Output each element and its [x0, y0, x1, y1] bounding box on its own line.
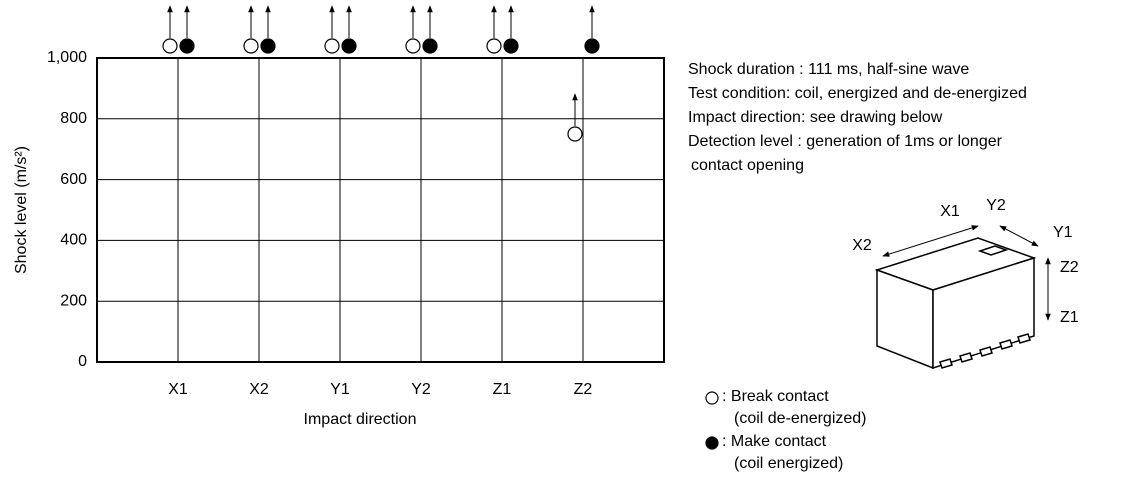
- y-tick-label: 200: [60, 292, 87, 309]
- diagram-label: X1: [940, 203, 960, 220]
- data-point: [503, 38, 519, 54]
- legend-marker: [705, 391, 719, 405]
- data-point: [324, 38, 340, 54]
- data-point: [243, 38, 259, 54]
- data-point: [422, 38, 438, 54]
- x-tick-label: Y1: [330, 381, 350, 398]
- data-point: [179, 38, 195, 54]
- note: Test condition: coil, energized and de-e…: [688, 85, 1027, 102]
- legend-label: : Make contact: [722, 433, 827, 450]
- y-tick-label: 400: [60, 232, 87, 249]
- data-point: [567, 126, 583, 142]
- diagram-label: Z2: [1060, 259, 1079, 276]
- x-tick-label: Y2: [411, 381, 431, 398]
- x-tick-label: X2: [249, 381, 269, 398]
- orientation-diagram: [874, 225, 1051, 370]
- y-axis-label: Shock level (m/s²): [13, 146, 30, 274]
- diagram-label: Y1: [1053, 224, 1073, 241]
- note: Impact direction: see drawing below: [688, 109, 943, 126]
- diagram-label: Z1: [1060, 309, 1079, 326]
- x-axis-label: Impact direction: [304, 411, 417, 428]
- diagram-label: Y2: [986, 197, 1006, 214]
- data-point: [260, 38, 276, 54]
- y-tick-label: 0: [78, 353, 87, 370]
- x-tick-label: Z2: [574, 381, 593, 398]
- note: Detection level : generation of 1ms or l…: [688, 133, 1003, 150]
- legend-label: : Break contact: [722, 388, 829, 405]
- data-point: [341, 38, 357, 54]
- y-tick-label: 1,000: [47, 49, 87, 66]
- data-point: [584, 38, 600, 54]
- plot-frame: [96, 57, 665, 363]
- legend-note: (coil de-energized): [734, 410, 867, 427]
- y-tick-label: 800: [60, 110, 87, 127]
- note: contact opening: [691, 157, 804, 174]
- note: Shock duration : 111 ms, half-sine wave: [688, 61, 969, 78]
- x-tick-label: X1: [168, 381, 188, 398]
- y-tick-label: 600: [60, 171, 87, 188]
- data-point: [486, 38, 502, 54]
- data-point: [405, 38, 421, 54]
- data-point: [162, 38, 178, 54]
- legend-marker: [705, 436, 719, 450]
- diagram-label: X2: [852, 237, 872, 254]
- x-tick-label: Z1: [493, 381, 512, 398]
- legend-note: (coil energized): [734, 455, 843, 472]
